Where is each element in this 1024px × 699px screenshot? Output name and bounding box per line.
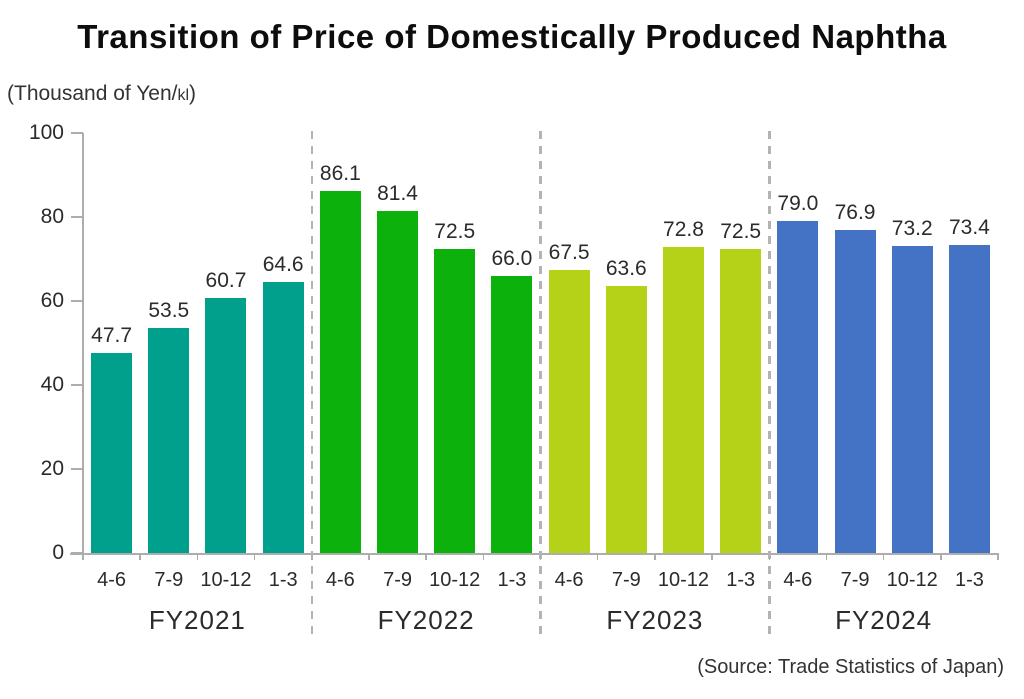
- bar-fy2024-10-12: [891, 245, 933, 553]
- x-axis-quarter-label: 4-6: [97, 569, 127, 591]
- y-axis-tick-label: 80: [40, 205, 64, 228]
- bar-value-label: 47.7: [91, 323, 133, 347]
- x-axis-tick: [425, 553, 427, 560]
- x-axis-tick: [368, 553, 370, 560]
- bar-value-label: 86.1: [319, 162, 361, 186]
- bar-value-label: 66.0: [491, 246, 533, 270]
- y-axis-tick-label: 60: [40, 289, 64, 312]
- bar-value-label: 72.5: [434, 219, 476, 243]
- bar-value-label: 79.0: [777, 192, 819, 216]
- y-axis-tick: [71, 132, 83, 134]
- chart-title: Transition of Price of Domestically Prod…: [77, 18, 947, 55]
- bar-fy2022-10-12: [434, 248, 476, 553]
- bar-value-label: 53.5: [148, 299, 190, 323]
- x-axis-fiscal-year-label: FY2022: [377, 605, 475, 635]
- y-axis-tick-label: 100: [28, 121, 64, 144]
- x-axis-tick: [711, 553, 713, 560]
- bar-fy2024-7-9: [834, 230, 876, 553]
- bar-value-label: 73.4: [948, 215, 990, 239]
- bar-fy2023-7-9: [605, 285, 647, 553]
- y-axis-tick-label: 40: [40, 373, 64, 396]
- bar-value-label: 72.8: [663, 218, 704, 242]
- bar-value-label: 60.7: [205, 269, 247, 293]
- bar-value-label: 64.6: [262, 252, 304, 276]
- bar-fy2023-10-12: [662, 247, 704, 553]
- bar-value-label: 72.5: [720, 219, 762, 243]
- unit-label-suffix: ): [189, 82, 197, 105]
- bar-value-label: 76.9: [834, 201, 876, 225]
- bar-fy2023-4-6: [548, 269, 590, 553]
- x-axis-quarter-label: 1-3: [954, 569, 984, 591]
- x-axis-tick: [82, 553, 84, 560]
- x-axis-quarter-label: 10-12: [429, 569, 481, 591]
- x-axis-quarter-label: 4-6: [783, 569, 813, 591]
- x-axis-quarter-label: 1-3: [268, 569, 298, 591]
- x-axis-quarter-label: 1-3: [497, 569, 527, 591]
- x-axis-tick: [596, 553, 599, 560]
- x-axis-tick: [482, 553, 485, 560]
- unit-label-kl: kl: [177, 87, 190, 104]
- group-separator-line: [768, 131, 771, 638]
- bar-fy2021-4-6: [91, 352, 133, 553]
- group-separator-line: [539, 131, 542, 638]
- x-axis-quarter-label: 10-12: [886, 569, 938, 591]
- x-axis-quarter-label: 7-9: [383, 569, 412, 591]
- x-axis-tick: [654, 553, 656, 560]
- x-axis-tick: [196, 553, 199, 560]
- bar-fy2021-7-9: [148, 328, 190, 553]
- y-axis-tick: [71, 216, 83, 218]
- bar-fy2022-4-6: [319, 191, 361, 553]
- x-axis-quarter-label: 10-12: [200, 569, 252, 591]
- x-axis-tick: [882, 553, 885, 560]
- bar-fy2024-1-3: [948, 244, 990, 553]
- y-axis-line: [82, 133, 84, 553]
- bar-value-label: 67.5: [548, 240, 590, 264]
- x-axis-quarter-label: 4-6: [554, 569, 584, 591]
- x-axis-fiscal-year-label: FY2023: [606, 605, 704, 635]
- bar-value-label: 81.4: [377, 182, 418, 206]
- bar-fy2022-7-9: [377, 211, 419, 553]
- x-axis-quarter-label: 7-9: [154, 569, 184, 591]
- bar-fy2022-1-3: [491, 275, 533, 553]
- x-axis-fiscal-year-label: FY2021: [148, 605, 246, 635]
- x-axis-tick: [139, 553, 141, 560]
- bar-fy2024-4-6: [777, 221, 819, 553]
- y-axis-tick-label: 20: [40, 457, 64, 480]
- x-axis-fiscal-year-label: FY2024: [835, 605, 933, 635]
- x-axis-quarter-label: 7-9: [840, 569, 870, 591]
- x-axis-quarter-label: 10-12: [657, 569, 710, 591]
- bar-fy2021-1-3: [262, 281, 304, 553]
- unit-label-prefix: (Thousand of Yen/: [7, 82, 178, 105]
- x-axis-tick: [997, 553, 999, 560]
- y-axis-tick-label: 0: [52, 541, 64, 564]
- bar-value-label: 63.6: [605, 256, 647, 280]
- x-axis-quarter-label: 7-9: [611, 569, 641, 591]
- group-separator-line: [310, 131, 313, 638]
- y-axis-tick: [71, 384, 83, 386]
- y-axis-unit-label: (Thousand of Yen/kl): [7, 82, 196, 106]
- x-axis-line: [70, 553, 998, 555]
- x-axis-quarter-label: 4-6: [325, 569, 355, 591]
- y-axis-tick: [71, 300, 83, 302]
- source-note: (Source: Trade Statistics of Japan): [697, 656, 1004, 678]
- x-axis-tick: [253, 553, 256, 560]
- bar-value-label: 73.2: [891, 216, 933, 240]
- bar-fy2021-10-12: [205, 298, 247, 553]
- x-axis-quarter-label: 1-3: [726, 569, 756, 591]
- y-axis-tick: [71, 468, 83, 470]
- x-axis-tick: [940, 553, 942, 560]
- x-axis-tick: [825, 553, 828, 560]
- bar-fy2023-1-3: [720, 248, 762, 553]
- y-axis-tick: [71, 552, 83, 554]
